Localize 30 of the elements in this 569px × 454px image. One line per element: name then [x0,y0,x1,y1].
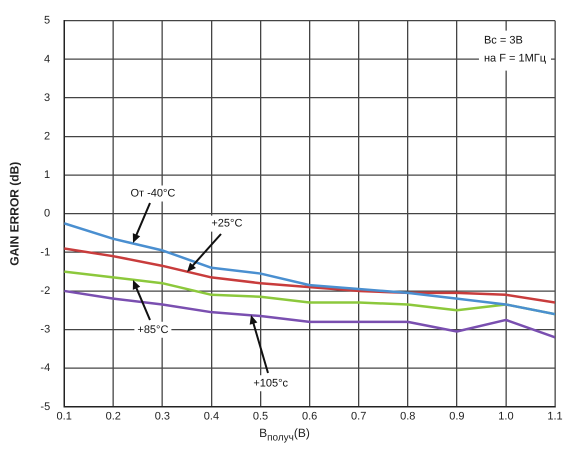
x-tick-label: 1.1 [547,410,563,422]
annotation: +85°C [137,324,168,336]
annotation: +25°C [211,218,242,230]
y-tick-label: -4 [40,362,50,374]
x-tick-label: 0.8 [400,410,416,422]
y-tick-label: 2 [44,130,50,142]
x-axis-title: В$_{получ}$(В) [258,426,311,444]
y-tick-label: -5 [40,400,50,413]
x-tick-label: 0.9 [449,410,464,422]
x-tick-label: 0.1 [56,410,72,422]
y-tick-label: -1 [40,246,50,258]
y-tick-label: 3 [44,92,50,104]
y-tick-label: 5 [44,14,50,27]
x-tick-label: 0.5 [252,410,268,422]
x-tick-label: 1.0 [498,410,514,422]
annotation: От -40°C [130,187,176,200]
x-tick-label: 0.7 [351,410,366,422]
y-tick-label: 0 [44,208,50,220]
y-tick-label: -3 [40,324,50,336]
x-tick-label: 0.4 [204,410,220,422]
x-tick-label: 0.2 [106,410,121,422]
annotation: на F = 1МГц [484,52,547,65]
y-tick-label: -2 [40,284,50,297]
annotation: Вс = 3В [484,34,523,47]
annotation: +105°c [253,377,289,390]
y-tick-label: 1 [44,169,50,182]
x-tick-label: 0.3 [154,410,170,422]
y-axis-title: GAIN ERROR (dB) [8,162,22,266]
x-tick-label: 0.6 [302,410,318,422]
y-tick-label: 4 [44,53,50,66]
